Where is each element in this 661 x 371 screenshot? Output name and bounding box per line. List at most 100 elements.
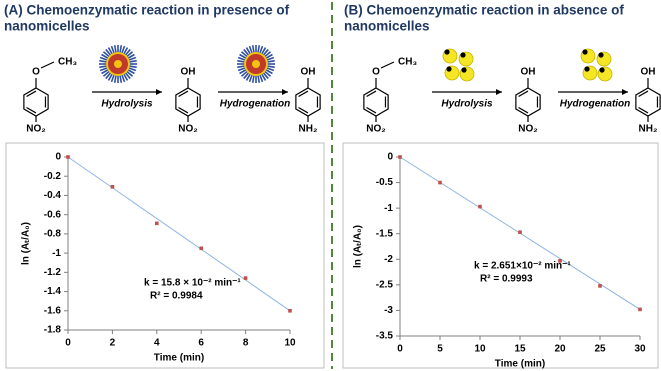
y-tick-label: -0.4 bbox=[44, 190, 62, 201]
micelle-spike bbox=[248, 74, 253, 83]
micelle-spike bbox=[121, 45, 126, 54]
x-tick-label: 4 bbox=[154, 338, 160, 349]
y-tick-label: -1 bbox=[52, 248, 61, 259]
micelle-spike bbox=[125, 51, 134, 58]
y-tick-label: -2.5 bbox=[376, 279, 394, 290]
double-bond bbox=[26, 106, 37, 114]
micelle-spike bbox=[121, 74, 126, 83]
data-point bbox=[398, 155, 402, 159]
micelle-spike bbox=[240, 70, 249, 77]
micelle-spike bbox=[99, 65, 108, 69]
annotation: R² = 0.9984 bbox=[150, 291, 203, 302]
x-tick-label: 10 bbox=[284, 338, 296, 349]
double-bond bbox=[366, 106, 377, 114]
x-tick-label: 0 bbox=[65, 338, 71, 349]
micelle-spike bbox=[243, 71, 250, 80]
micelle-spike bbox=[262, 48, 269, 57]
atom-label: CH₃ bbox=[398, 57, 417, 68]
micelle-spike bbox=[101, 68, 109, 75]
x-tick-label: 30 bbox=[634, 344, 646, 355]
atom-label: OH bbox=[301, 67, 316, 78]
atom-label: NH₂ bbox=[639, 124, 658, 135]
micelle-spike bbox=[99, 59, 108, 63]
double-bond bbox=[178, 106, 189, 114]
y-tick-label: 0 bbox=[387, 152, 393, 163]
micelle-spike bbox=[128, 56, 137, 61]
benzene-ring bbox=[635, 87, 661, 117]
particle-dot bbox=[461, 67, 467, 73]
step-label: Hydrolysis bbox=[441, 99, 493, 110]
x-tick-label: 10 bbox=[474, 344, 486, 355]
micelle-spike bbox=[265, 68, 273, 75]
micelle-spike bbox=[266, 59, 275, 63]
step-label: Hydrogenation bbox=[220, 99, 291, 110]
micelle-spike bbox=[243, 48, 250, 57]
x-axis-title: Time (min) bbox=[154, 353, 204, 364]
x-tick-label: 0 bbox=[397, 344, 403, 355]
micelle-spike bbox=[110, 45, 115, 54]
micelle-spike bbox=[248, 45, 253, 54]
micelle-spike bbox=[128, 67, 137, 72]
y-tick-label: -0.8 bbox=[44, 229, 62, 240]
data-point bbox=[518, 230, 522, 234]
micelle-spike bbox=[107, 47, 114, 55]
micelle-spike bbox=[99, 67, 108, 72]
x-axis-title: Time (min) bbox=[495, 359, 545, 370]
atom-label: OH bbox=[641, 67, 656, 78]
atom-label: NH₂ bbox=[299, 124, 318, 135]
micelle-spike bbox=[263, 51, 272, 58]
y-tick-label: -1.4 bbox=[44, 286, 62, 297]
atom-label: NO₂ bbox=[366, 124, 385, 135]
atom-label: O bbox=[32, 67, 40, 78]
y-tick-label: -3.5 bbox=[376, 331, 394, 342]
fit-line bbox=[67, 156, 291, 312]
step-label: Hydrogenation bbox=[560, 99, 631, 110]
y-axis-title: ln (Aₜ/A₀) bbox=[21, 222, 32, 265]
double-bond bbox=[638, 106, 649, 114]
micelle-spike bbox=[110, 74, 115, 83]
micelle-spike bbox=[102, 70, 111, 77]
micelle-spike bbox=[125, 70, 134, 77]
bond bbox=[380, 61, 395, 69]
y-tick-label: -1.2 bbox=[44, 267, 62, 278]
annotation: k = 15.8 × 10⁻² min⁻¹ bbox=[144, 278, 241, 289]
x-tick-label: 20 bbox=[554, 344, 566, 355]
y-tick-label: -0.5 bbox=[376, 177, 394, 188]
micelle-spike bbox=[245, 73, 252, 81]
micelle-spike bbox=[266, 56, 275, 61]
micelle-spike bbox=[263, 70, 272, 77]
micelle-spike bbox=[266, 67, 275, 72]
bond bbox=[40, 61, 55, 69]
double-bond bbox=[518, 106, 529, 114]
micelle-spike bbox=[239, 68, 247, 75]
arrow-head bbox=[496, 89, 502, 95]
double-bond bbox=[298, 106, 309, 114]
data-point bbox=[288, 308, 292, 313]
particle-dot bbox=[582, 49, 588, 55]
micelle-spike bbox=[237, 56, 246, 61]
micelle-spike bbox=[124, 48, 131, 57]
micelle-spike bbox=[105, 71, 112, 80]
benzene-ring bbox=[295, 87, 321, 117]
atom-label: OH bbox=[181, 67, 196, 78]
micelle-spike bbox=[237, 59, 246, 63]
benzene-ring bbox=[515, 87, 541, 117]
micelle-spike bbox=[102, 51, 111, 58]
micelle-spike bbox=[240, 51, 249, 58]
micelle-spike bbox=[260, 47, 267, 55]
micelle-spike bbox=[101, 53, 109, 60]
micelle-spike bbox=[122, 47, 129, 55]
step-label: Hydrolysis bbox=[101, 99, 153, 110]
panel-title: (A) Chemoenzymatic reaction in presence … bbox=[4, 3, 290, 18]
particle-dot bbox=[599, 67, 605, 73]
data-point bbox=[598, 284, 602, 288]
micelle-spike bbox=[124, 71, 131, 80]
micelle-spike bbox=[127, 53, 135, 60]
double-bond bbox=[366, 90, 377, 98]
data-point bbox=[199, 246, 203, 251]
data-point bbox=[638, 307, 642, 312]
x-tick-label: 25 bbox=[594, 344, 606, 355]
atom-label: OH bbox=[521, 67, 536, 78]
double-bond bbox=[638, 90, 649, 98]
